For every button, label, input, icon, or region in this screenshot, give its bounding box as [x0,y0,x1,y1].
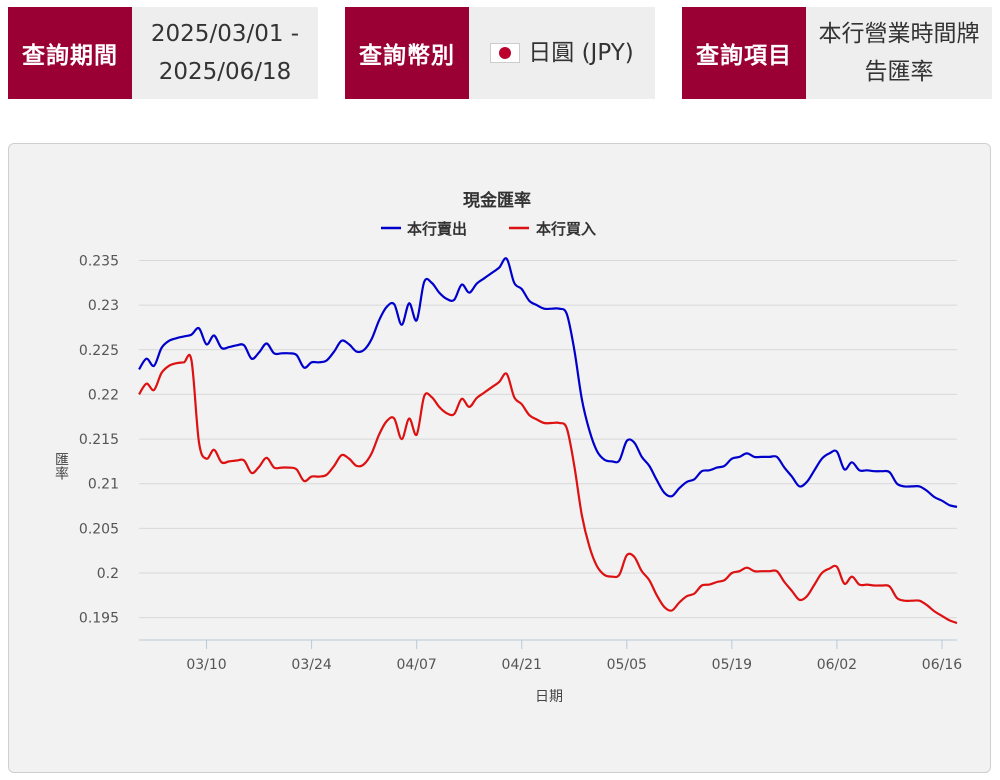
series-lines [138,257,958,625]
japan-flag-icon [490,43,521,63]
item-line1: 本行營業時間牌 [818,21,980,47]
y-tick-label: 0.205 [79,521,119,537]
buy-series-line[interactable] [138,353,958,625]
x-tick-label: 05/19 [712,657,752,673]
x-tick-label: 04/07 [396,657,436,673]
y-tick-label: 0.21 [88,477,119,493]
query-item: 查詢項目 本行營業時間牌 告匯率 [682,7,992,99]
x-tick-label: 05/05 [607,657,647,673]
query-currency-value: 日圓 (JPY) [469,7,655,99]
query-period-value: 2025/03/01 - 2025/06/18 [132,7,318,99]
legend-item-sell[interactable]: 本行賣出 [381,220,467,238]
period-start: 2025/03/01 - [150,21,300,47]
period-end: 2025/06/18 [158,59,292,85]
y-axis-title: 匯率 [53,452,69,480]
y-tick-label: 0.195 [79,611,119,627]
x-axis-title: 日期 [535,689,563,705]
y-axis: 0.235 0.23 0.225 0.22 0.215 0.21 0.205 0.2 0.195 [79,253,119,626]
legend-sell-label: 本行賣出 [407,220,467,238]
currency-text: 日圓 (JPY) [528,40,634,66]
x-tick-label: 03/24 [291,657,331,673]
x-tick-label: 03/10 [186,657,226,673]
y-tick-label: 0.22 [88,387,119,403]
y-tick-label: 0.2 [97,566,119,582]
chart-panel: 現金匯率 本行賣出 本行買入 0.235 0.23 0.225 0.22 0.215 0.… [8,143,991,773]
y-tick-label: 0.215 [79,432,119,448]
sell-series-line[interactable] [138,257,958,508]
x-tick-label: 06/02 [817,657,857,673]
query-item-value: 本行營業時間牌 告匯率 [806,7,992,99]
query-item-label: 查詢項目 [682,7,806,99]
legend: 本行賣出 本行買入 [381,220,596,238]
exchange-rate-chart: 現金匯率 本行賣出 本行買入 0.2350.230.2250.220.2150.… [53,190,962,705]
query-currency: 查詢幣別 日圓 (JPY) [345,7,655,99]
y-tick-label: 0.225 [79,343,119,359]
y-tick-label: 0.23 [88,298,119,314]
x-tick-label: 04/21 [502,657,542,673]
grid-lines [139,259,957,619]
legend-buy-label: 本行買入 [536,220,596,238]
item-line2: 告匯率 [864,59,934,85]
y-tick-label: 0.235 [79,253,119,269]
query-period: 查詢期間 2025/03/01 - 2025/06/18 [8,7,318,99]
chart-title: 現金匯率 [463,190,531,211]
legend-item-buy[interactable]: 本行買入 [509,220,596,238]
x-tick-label: 06/16 [922,657,962,673]
query-period-label: 查詢期間 [8,7,132,99]
query-currency-label: 查詢幣別 [345,7,469,99]
x-axis: 03/10 03/24 04/07 04/21 05/05 05/19 06/02 06/16 [139,639,962,673]
